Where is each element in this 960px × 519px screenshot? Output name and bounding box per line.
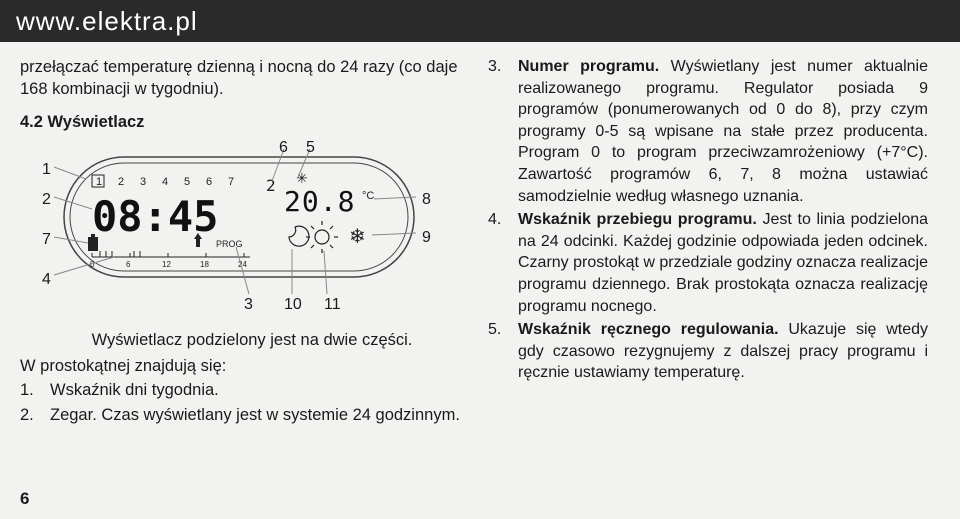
callout-6: 6: [279, 137, 288, 159]
svg-text:5: 5: [184, 176, 190, 188]
header-url: www.elektra.pl: [16, 6, 198, 37]
left-item-1: 1. Wskaźnik dni tygodnia.: [20, 379, 460, 401]
content-area: przełączać temperaturę dzienną i nocną d…: [0, 42, 960, 426]
prog-label: PROG: [216, 239, 243, 249]
callout-10: 10: [284, 294, 302, 316]
left-column: przełączać temperaturę dzienną i nocną d…: [20, 56, 460, 426]
svg-text:2: 2: [266, 176, 276, 195]
svg-text:2: 2: [118, 176, 124, 188]
svg-text:18: 18: [200, 260, 209, 269]
svg-text:3: 3: [140, 176, 146, 188]
callout-4: 4: [42, 269, 51, 291]
svg-text:6: 6: [126, 260, 131, 269]
lcd-diagram: 1 2 7 4 6 5 8 9 3 10 11 1 2 3 4 5: [44, 139, 444, 319]
page-number: 6: [20, 489, 29, 509]
callout-8: 8: [422, 189, 431, 211]
lcd-svg: 1 2 3 4 5 6 7 08:45 PROG: [44, 139, 444, 319]
svg-text:20.8: 20.8: [284, 185, 355, 218]
svg-text:4: 4: [162, 176, 168, 188]
right-item-4: 4. Wskaźnik przebiegu programu. Jest to …: [488, 209, 928, 317]
weekday-1: 1: [96, 176, 102, 188]
right-item-5: 5. Wskaźnik ręcznego regulowania. Ukazuj…: [488, 319, 928, 384]
svg-text:❄: ❄: [349, 226, 366, 248]
lcd-time: 08:45: [92, 192, 218, 241]
svg-text:6: 6: [206, 176, 212, 188]
callout-9: 9: [422, 227, 431, 249]
right-item-3: 3. Numer programu. Wyświetlany jest nume…: [488, 56, 928, 207]
callout-1: 1: [42, 159, 51, 181]
callout-2: 2: [42, 189, 51, 211]
callout-5: 5: [306, 137, 315, 159]
svg-text:7: 7: [228, 176, 234, 188]
intro-text: przełączać temperaturę dzienną i nocną d…: [20, 56, 460, 101]
caption-1: Wyświetlacz podzielony jest na dwie częś…: [20, 329, 460, 351]
callout-3: 3: [244, 294, 253, 316]
svg-text:✳: ✳: [296, 170, 308, 186]
svg-text:24: 24: [238, 260, 247, 269]
svg-text:°C: °C: [362, 190, 374, 202]
section-title: 4.2 Wyświetlacz: [20, 111, 460, 133]
callout-7: 7: [42, 229, 51, 251]
callout-11: 11: [324, 294, 341, 316]
svg-text:12: 12: [162, 260, 171, 269]
left-item-2: 2. Zegar. Czas wyświetlany jest w system…: [20, 404, 460, 426]
svg-text:0: 0: [90, 260, 95, 269]
caption-2: W prostokątnej znajdują się:: [20, 355, 460, 377]
right-column: 3. Numer programu. Wyświetlany jest nume…: [488, 56, 928, 426]
header-bar: www.elektra.pl: [0, 0, 960, 42]
